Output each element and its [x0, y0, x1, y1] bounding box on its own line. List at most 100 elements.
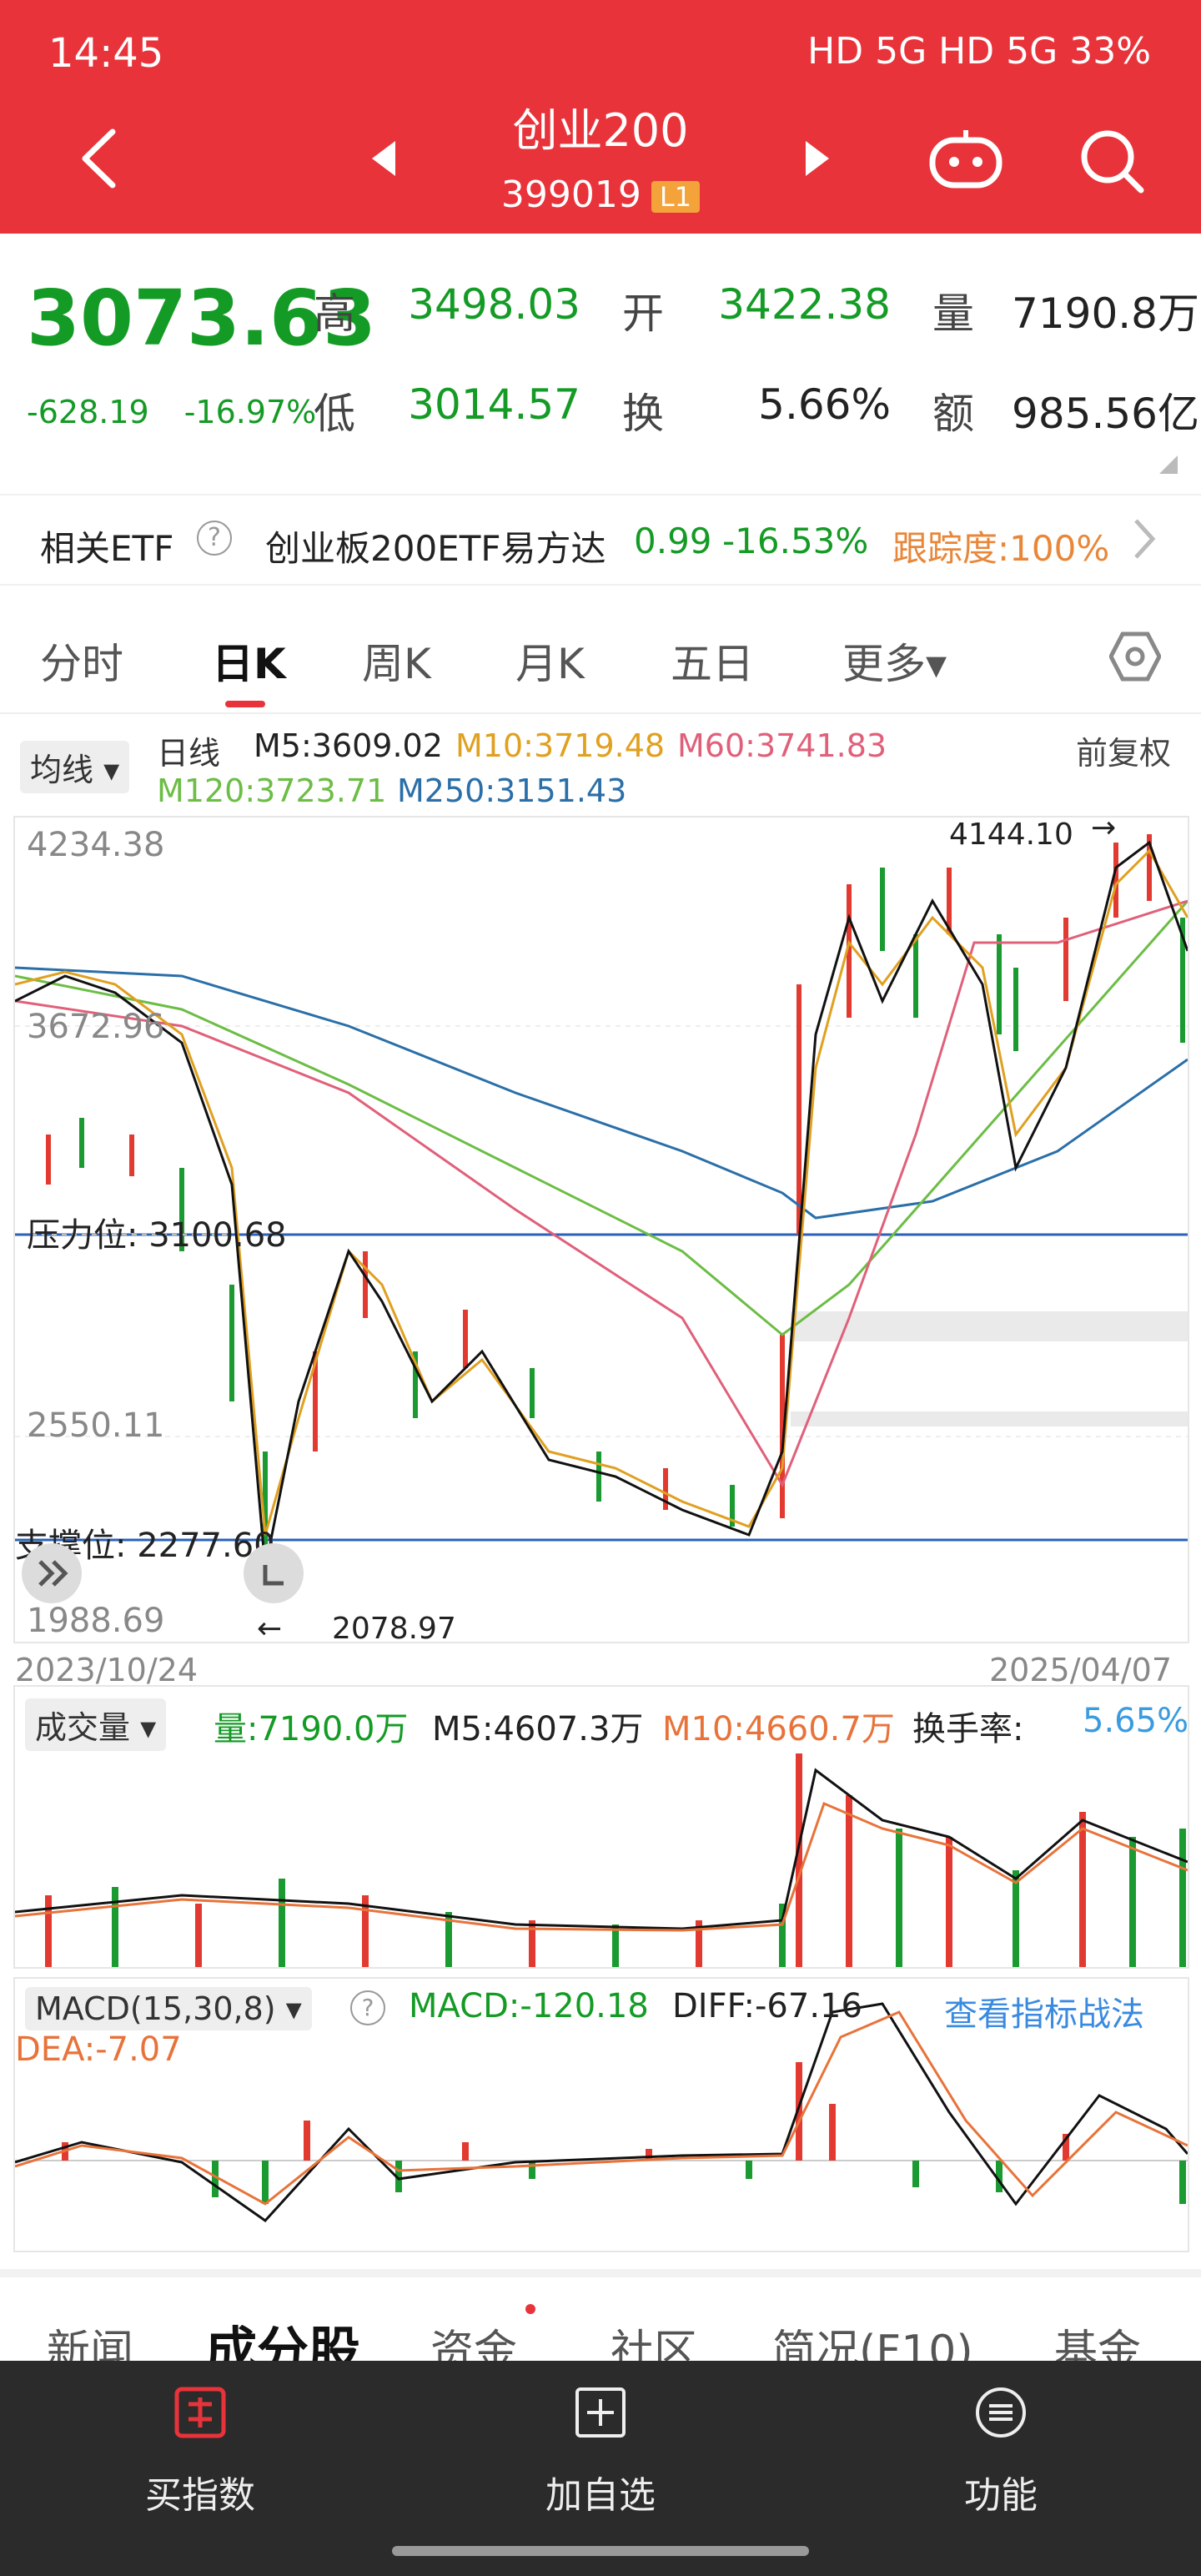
adjust-mode[interactable]: 前复权 — [1076, 735, 1172, 772]
y-label-top: 4234.38 — [27, 826, 165, 864]
status-right: HD 5G HD 5G 33% — [807, 30, 1151, 73]
macd-strategy-link[interactable]: 查看指标战法 — [944, 1995, 1144, 2034]
max-arrow-icon: → — [1091, 811, 1117, 845]
kline-svg — [14, 834, 1189, 1569]
quote-panel: 3073.63 -628.19 -16.97% 高 3498.03 开 3422.… — [0, 234, 1201, 484]
volume-dropdown-label: 成交量 — [35, 1709, 131, 1746]
ma60-value: M60:3741.83 — [677, 727, 887, 764]
volume-value-text: 量:7190.0万 — [214, 1710, 409, 1748]
turnover-rate-label: 换手率: — [912, 1710, 1024, 1748]
macd-help-icon[interactable]: ? — [350, 1990, 385, 2025]
open-value: 3422.38 — [718, 280, 891, 329]
last-price: 3073.63 — [27, 274, 377, 363]
min-arrow-icon: ← — [257, 1612, 283, 1646]
ma10-value: M10:3719.48 — [455, 727, 666, 764]
volume-m10: M10:4660.7万 — [662, 1710, 895, 1748]
status-time: 14:45 — [48, 30, 164, 77]
network-indicator: HD 5G HD 5G — [807, 30, 1058, 73]
stock-code: 399019 — [500, 174, 641, 216]
ma250-value: M250:3151.43 — [397, 772, 627, 809]
ma-dropdown[interactable]: 均线 ▾ — [20, 741, 130, 793]
tab-intraday[interactable]: 分时 — [40, 640, 123, 688]
detail-tabs: 新闻 成分股 资金 社区 简况(F10) 基金 — [0, 2269, 1201, 2382]
page-title: 创业200 — [512, 104, 689, 157]
buy-icon — [174, 2387, 226, 2438]
etf-tracking: 跟踪度:100% — [892, 528, 1110, 569]
min-price-label: 2078.97 — [332, 1612, 456, 1646]
functions-button[interactable]: 功能 — [901, 2386, 1101, 2518]
expand-chart-icon[interactable] — [18, 1540, 85, 1607]
volume-svg — [14, 1753, 1188, 1967]
expand-corner-icon[interactable] — [1159, 455, 1178, 474]
help-icon[interactable]: ? — [197, 521, 232, 556]
etf-price: 0.99 — [634, 521, 712, 561]
turnover-value: 5.66% — [758, 380, 891, 429]
settings-hex-icon[interactable] — [1109, 631, 1161, 682]
macd-svg — [14, 2002, 1189, 2222]
chart-start-date: 2023/10/24 — [15, 1652, 198, 1688]
battery-level: 33% — [1069, 30, 1151, 73]
turnover-label: 换 — [622, 390, 664, 438]
high-value: 3498.03 — [408, 280, 580, 329]
y-label-2: 3672.96 — [27, 1008, 165, 1046]
tab-five-day[interactable]: 五日 — [671, 640, 754, 688]
ma-dropdown-label: 均线 — [30, 752, 94, 788]
chevron-right-icon — [1134, 519, 1156, 559]
level-badge: L1 — [651, 181, 701, 213]
plus-box-icon — [575, 2387, 626, 2438]
change-pct: -16.97% — [183, 394, 317, 430]
buy-index-button[interactable]: 买指数 — [100, 2386, 300, 2518]
macd-value: MACD:-120.18 — [409, 1987, 649, 2025]
volume-legend: 成交量 ▾ 量:7190.0万 M5:4607.3万 M10:4660.7万 换… — [0, 1693, 1201, 1752]
chart-end-date: 2025/04/07 — [989, 1652, 1173, 1688]
etf-pct: -16.53% — [722, 521, 869, 561]
macd-diff: DIFF:-67.16 — [672, 1987, 862, 2025]
amount-label: 额 — [932, 390, 974, 438]
home-indicator[interactable] — [392, 2546, 809, 2556]
period-tabs: 分时 日K 周K 月K 五日 更多▾ — [0, 597, 1201, 714]
macd-dropdown[interactable]: MACD(15,30,8) ▾ — [25, 1987, 312, 2030]
turnover-rate-value: 5.65% — [1083, 1702, 1189, 1740]
related-etf-row[interactable]: 相关ETF ? 创业板200ETF易方达 0.99 -16.53% 跟踪度:10… — [0, 494, 1201, 586]
macd-dropdown-label: MACD(15,30,8) — [35, 1990, 276, 2027]
candles — [46, 834, 1185, 1568]
price-change: -628.19 -16.97% — [27, 394, 351, 430]
volume-value: 7190.8万 — [1012, 289, 1199, 338]
add-watchlist-label: 加自选 — [545, 2474, 656, 2517]
open-label: 开 — [622, 289, 664, 338]
add-watchlist-button[interactable]: 加自选 — [500, 2386, 701, 2518]
volume-dropdown[interactable]: 成交量 ▾ — [25, 1698, 167, 1751]
low-value: 3014.57 — [408, 380, 580, 429]
max-price-label: 4144.10 — [949, 818, 1073, 852]
tab-more[interactable]: 更多▾ — [842, 640, 947, 688]
back-icon[interactable] — [75, 125, 125, 192]
volume-chart[interactable] — [13, 1685, 1189, 1969]
ma-type: 日线 — [157, 735, 221, 772]
low-label: 低 — [314, 390, 355, 438]
macd-dea: DEA:-7.07 — [15, 2030, 182, 2069]
notification-dot — [525, 2304, 535, 2314]
tab-weekly-k[interactable]: 周K — [362, 640, 431, 688]
menu-circle-icon — [976, 2387, 1026, 2438]
kline-chart[interactable]: 4234.38 3672.96 压力位: 3100.68 2550.11 支撑位… — [13, 811, 1189, 1646]
next-stock-icon[interactable] — [801, 138, 834, 179]
functions-label: 功能 — [964, 2474, 1038, 2517]
app-header: 14:45 HD 5G HD 5G 33% 创业200 399019 L1 — [0, 0, 1201, 234]
ma5-value: M5:3609.02 — [254, 727, 443, 764]
tab-daily-k[interactable]: 日K — [212, 640, 286, 688]
prev-stock-icon[interactable] — [367, 138, 400, 179]
search-icon[interactable] — [1076, 125, 1146, 195]
robot-assistant-icon[interactable] — [927, 125, 1004, 192]
resistance-label: 压力位: 3100.68 — [27, 1216, 287, 1255]
amount-value: 985.56亿 — [1012, 390, 1199, 438]
change-value: -628.19 — [27, 394, 149, 430]
high-label: 高 — [314, 289, 355, 338]
buy-index-label: 买指数 — [145, 2474, 255, 2517]
tab-monthly-k[interactable]: 月K — [515, 640, 585, 688]
status-bar: 14:45 HD 5G HD 5G 33% — [0, 0, 1201, 100]
active-tab-indicator — [225, 701, 265, 707]
bottom-action-bar: 买指数 加自选 功能 — [0, 2361, 1201, 2576]
volume-m5: M5:4607.3万 — [432, 1710, 644, 1748]
macd-chart[interactable]: MACD(15,30,8) ▾ ? MACD:-120.18 DIFF:-67.… — [13, 1977, 1189, 2252]
crosshair-toggle-icon[interactable] — [240, 1540, 307, 1607]
